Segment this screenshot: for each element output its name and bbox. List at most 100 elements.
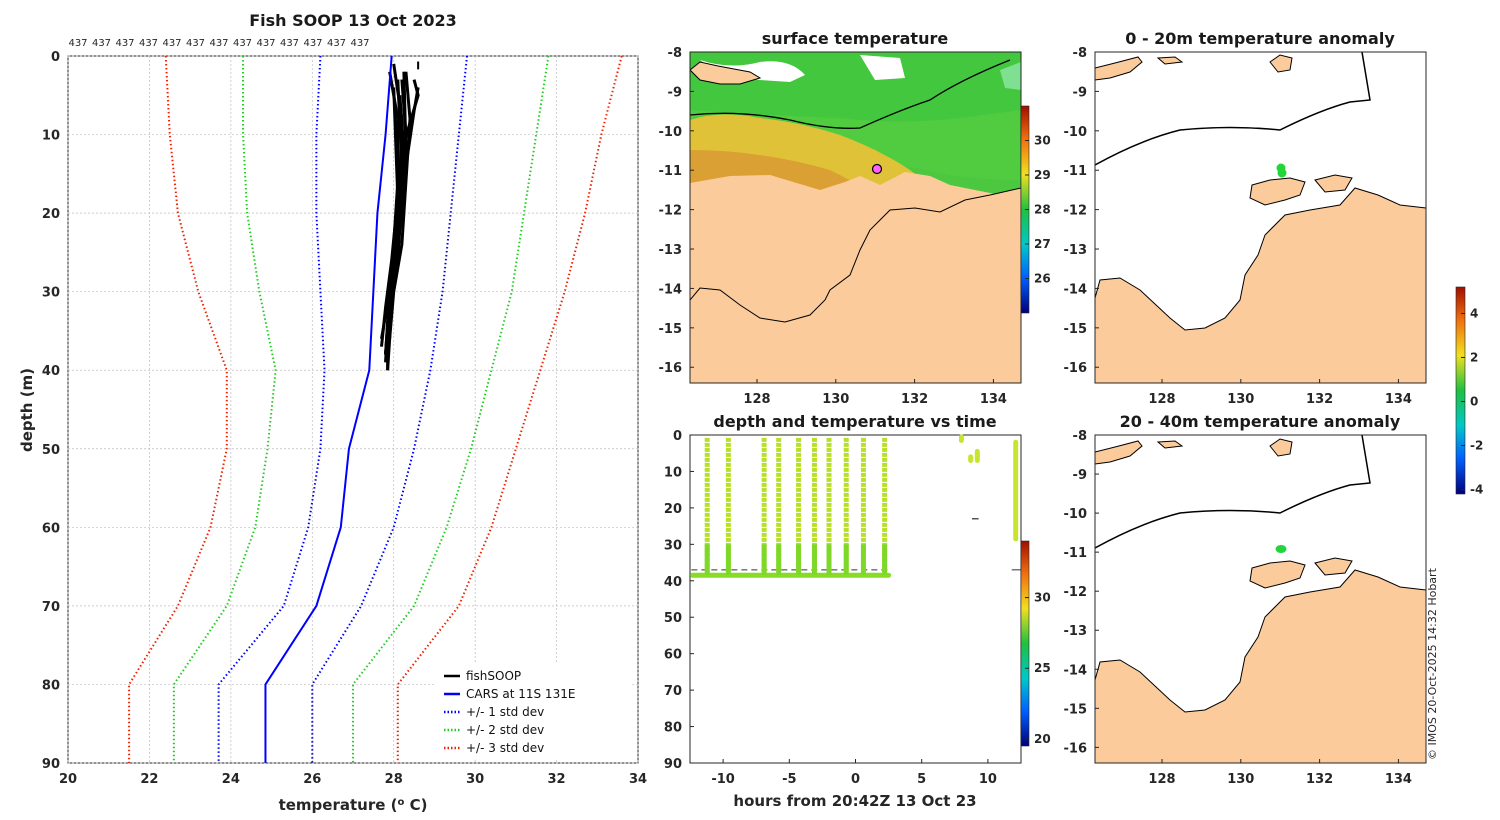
anomaly-20-40-isobath xyxy=(1095,435,1371,549)
anomaly-0-20-ticks: 128 130 132 134 -8 -9 -10 -11 -12 -13 -14 -15 -16 xyxy=(1064,46,1412,407)
profile-top-label: 437 xyxy=(162,38,181,49)
anomaly-0-20-land-mainland xyxy=(1095,187,1426,383)
map-xtick-label: 132 xyxy=(1306,392,1333,407)
map-ytick-label: -15 xyxy=(1064,322,1088,337)
anomaly-0-20-land-tiwi xyxy=(1095,56,1143,81)
colorbar-tick-label: 20 xyxy=(1034,732,1051,746)
map-ytick-label: -12 xyxy=(1064,204,1088,219)
legend-label: +/- 3 std dev xyxy=(466,741,544,755)
map-xtick-label: 132 xyxy=(901,392,928,407)
colorbar-tick-label: 28 xyxy=(1034,203,1051,217)
dt-xtick-label: 10 xyxy=(979,772,997,787)
map-xtick-label: 134 xyxy=(1385,392,1412,407)
profile-xtick-label: 34 xyxy=(629,772,647,787)
dt-ytick-label: 20 xyxy=(664,502,682,517)
anomaly-20-40-land-peninsula xyxy=(1249,560,1306,589)
sst-map: surface temperature 128 130 132 134 -8 -9 -10 -… xyxy=(659,29,1051,407)
colorbar-tick-label: 30 xyxy=(1034,134,1051,148)
profile-grid xyxy=(67,55,639,764)
depth-time-colorbar-ticks: 20 25 30 xyxy=(1025,591,1051,746)
map-xtick-label: 128 xyxy=(1148,392,1175,407)
profile-xtick-label: 32 xyxy=(548,772,566,787)
profile-xtick-label: 24 xyxy=(222,772,240,787)
dt-ytick-label: 0 xyxy=(673,429,682,444)
legend-label: CARS at 11S 131E xyxy=(466,687,575,701)
dt-ytick-label: 60 xyxy=(664,648,682,663)
credit-text: © IMOS 20-Oct-2025 14:32 Hobart xyxy=(1426,567,1439,760)
map-ytick-label: -15 xyxy=(1064,702,1088,717)
anomaly-20-40-ticks: 128 130 132 134 -8 -9 -10 -11 -12 -13 -14 -15 -16 xyxy=(1064,429,1412,787)
profile-top-label: 437 xyxy=(68,38,87,49)
sst-colorbar-ticks: 26 27 28 29 30 xyxy=(1025,134,1051,286)
map-xtick-label: 132 xyxy=(1306,772,1333,787)
profile-fishsoop-line xyxy=(388,71,412,339)
sst-title: surface temperature xyxy=(762,29,949,48)
anomaly-0-20-land-peninsula xyxy=(1249,177,1306,206)
depth-time-xlabel: hours from 20:42Z 13 Oct 23 xyxy=(733,792,976,810)
map-xtick-label: 134 xyxy=(980,392,1007,407)
map-ytick-label: -16 xyxy=(659,361,683,376)
profile-top-label: 437 xyxy=(280,38,299,49)
depth-time-title: depth and temperature vs time xyxy=(713,412,996,431)
sst-land-coast xyxy=(690,187,1021,383)
anomaly-20-40-land-mainland xyxy=(1095,569,1426,763)
profile-ticks: 20 22 24 26 28 30 32 34 0 10 20 30 40 50 60 70 80 90 xyxy=(42,50,647,787)
dt-ytick-label: 90 xyxy=(664,757,682,772)
profile-cars-line xyxy=(264,55,393,763)
colorbar-tick-label: -4 xyxy=(1470,483,1483,497)
anomaly-0-20-land-cape xyxy=(1314,174,1353,193)
anomaly-0-20-island-2 xyxy=(1269,54,1293,73)
legend-label: fishSOOP xyxy=(466,669,521,683)
sst-location-marker xyxy=(871,163,883,175)
profile-legend: fishSOOP CARS at 11S 131E +/- 1 std dev +/-… xyxy=(434,663,631,759)
anomaly-map-20-40: 20 - 40m temperature anomaly 128 130 132 13… xyxy=(1064,412,1427,787)
anomaly-colorbar-group: -4 -2 0 2 4 xyxy=(1455,286,1483,497)
map-ytick-label: -11 xyxy=(1064,164,1088,179)
map-ytick-label: -9 xyxy=(668,85,682,100)
profile-ytick-label: 50 xyxy=(42,443,60,458)
colorbar-tick-label: 2 xyxy=(1470,350,1478,364)
map-ytick-label: -10 xyxy=(1064,507,1088,522)
sst-cloud-3 xyxy=(1000,62,1021,90)
map-ytick-label: -14 xyxy=(659,282,683,297)
dt-xtick-label: 0 xyxy=(851,772,860,787)
profile-std-line-right xyxy=(396,55,623,763)
colorbar-tick-label: 4 xyxy=(1470,306,1478,320)
dt-ytick-label: 40 xyxy=(664,575,682,590)
profile-xtick-label: 20 xyxy=(59,772,77,787)
depth-time-colorbar xyxy=(1020,540,1030,747)
profile-top-label: 437 xyxy=(139,38,158,49)
sst-cloud-2 xyxy=(860,55,905,80)
profile-ytick-label: 40 xyxy=(42,364,60,379)
profile-ytick-label: 30 xyxy=(42,286,60,301)
profile-top-label: 437 xyxy=(209,38,228,49)
profile-ytick-label: 60 xyxy=(42,521,60,536)
dt-xtick-label: -5 xyxy=(782,772,796,787)
profile-top-label: 437 xyxy=(256,38,275,49)
map-ytick-label: -13 xyxy=(1064,243,1088,258)
profile-std-line-left xyxy=(128,55,228,763)
map-ytick-label: -13 xyxy=(659,243,683,258)
legend-box xyxy=(434,663,631,759)
profile-ytick-label: 90 xyxy=(42,757,60,772)
legend-label: +/- 1 std dev xyxy=(466,705,544,719)
anomaly-20-40-title: 20 - 40m temperature anomaly xyxy=(1120,412,1401,431)
profile-std-line-right xyxy=(352,55,550,763)
profile-top-label: 437 xyxy=(186,38,205,49)
colorbar-tick-label: 29 xyxy=(1034,168,1051,182)
profile-xtick-label: 22 xyxy=(140,772,158,787)
map-ytick-label: -10 xyxy=(659,125,683,140)
map-ytick-label: -9 xyxy=(1073,85,1087,100)
map-ytick-label: -14 xyxy=(1064,663,1088,678)
anomaly-20-40-island-2 xyxy=(1269,438,1293,457)
anomaly-20-40-land-cape xyxy=(1314,557,1353,576)
profile-xtick-label: 26 xyxy=(303,772,321,787)
map-ytick-label: -8 xyxy=(1073,429,1087,444)
colorbar-tick-label: 27 xyxy=(1034,237,1051,251)
colorbar-tick-label: 26 xyxy=(1034,272,1051,286)
anomaly-map-0-20: 0 - 20m temperature anomaly 128 130 132 134… xyxy=(1064,29,1427,407)
profile-lines xyxy=(128,55,623,763)
anomaly-0-20-island-1 xyxy=(1156,56,1184,65)
